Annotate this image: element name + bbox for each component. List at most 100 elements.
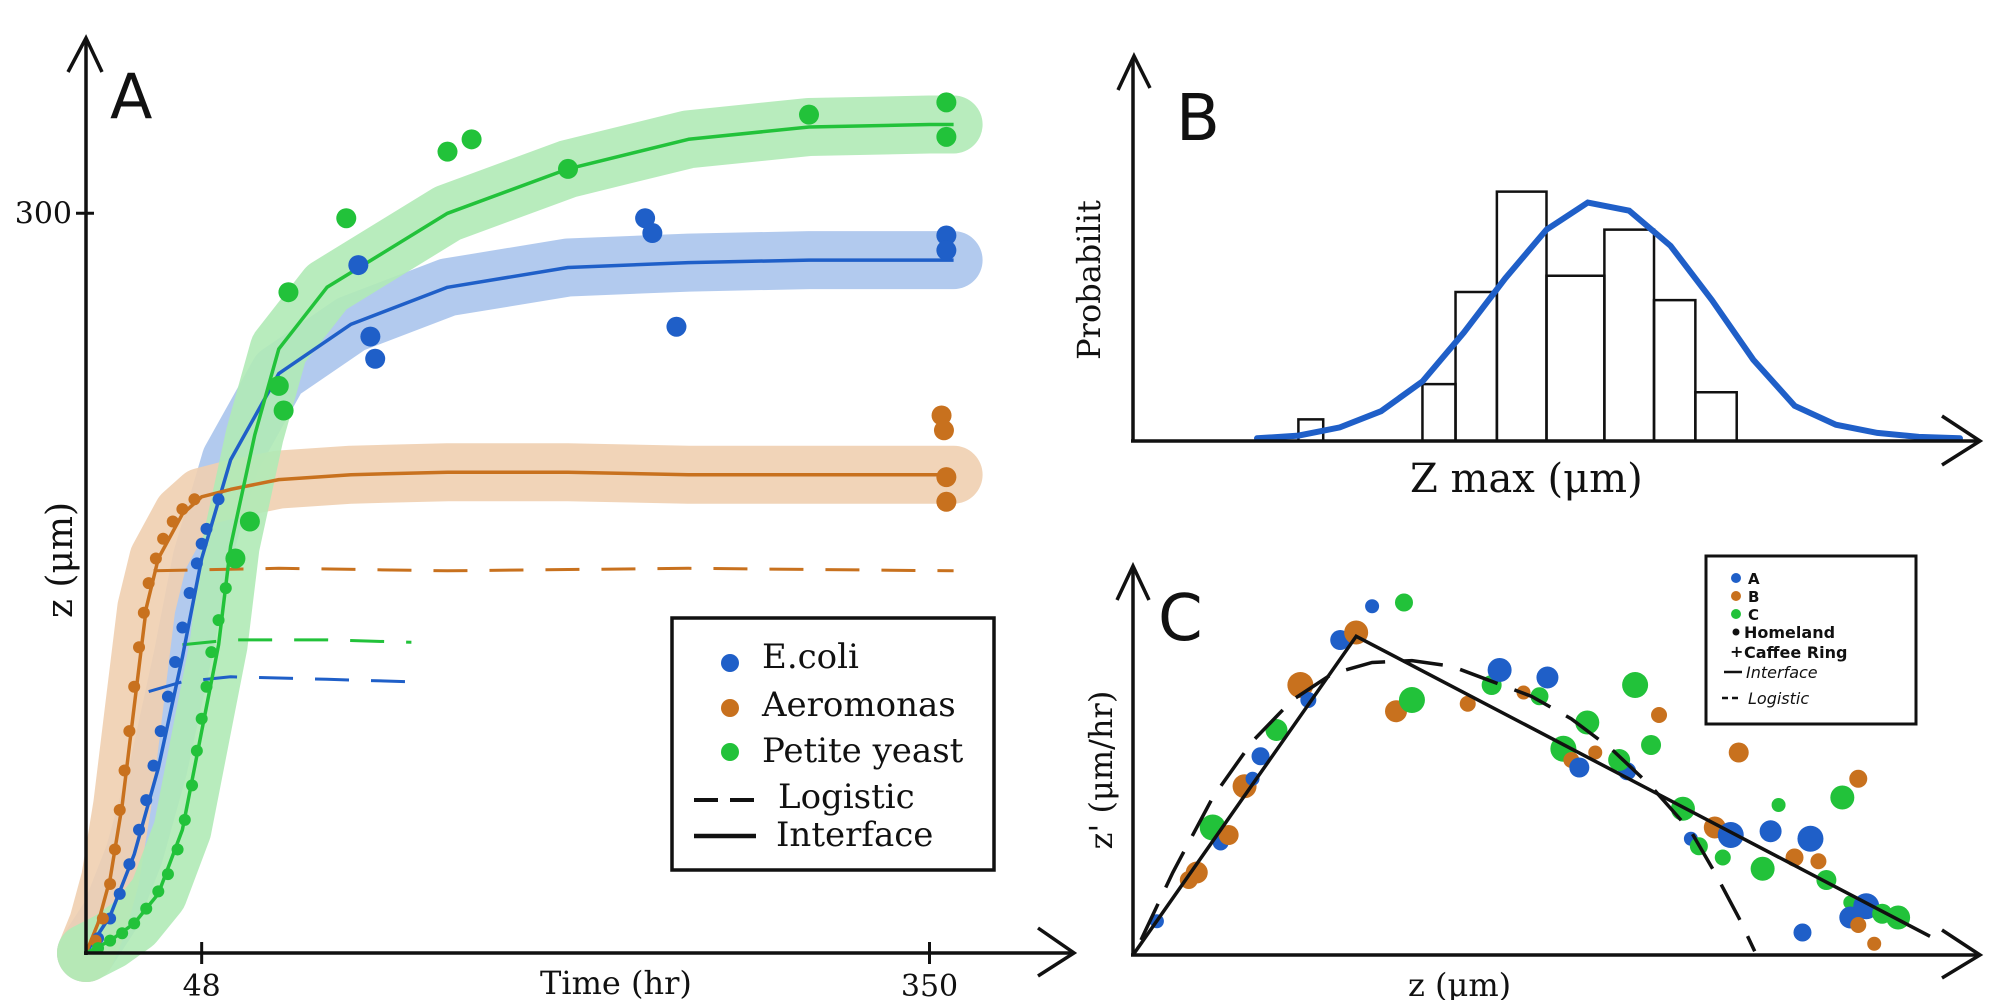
legend-interface-label: Interface bbox=[776, 815, 933, 855]
point-c-C-33 bbox=[1641, 735, 1662, 755]
legend-c-c-label: C bbox=[1748, 606, 1759, 624]
point-aeromonas-18 bbox=[936, 467, 957, 488]
point-c-A-26 bbox=[1569, 757, 1590, 778]
point-yeast-2 bbox=[116, 927, 129, 940]
point-aeromonas-19 bbox=[936, 491, 957, 512]
point-yeast-18 bbox=[268, 375, 289, 396]
panel-c-letter: C bbox=[1158, 582, 1203, 656]
point-c-A-14 bbox=[1365, 599, 1380, 614]
point-aeromonas-4 bbox=[113, 803, 126, 816]
point-c-C-48 bbox=[1830, 785, 1855, 810]
point-c-B-56 bbox=[1867, 936, 1882, 951]
histogram-bin-5 bbox=[1545, 274, 1606, 441]
panel-b-x-arrowhead bbox=[1941, 414, 1984, 467]
point-aeromonas-11 bbox=[149, 552, 162, 565]
point-c-B-46 bbox=[1810, 853, 1827, 870]
point-ecoli-4 bbox=[133, 823, 146, 836]
logistic-line-aeromonas bbox=[153, 566, 954, 573]
point-ecoli-21 bbox=[666, 316, 687, 337]
legend-logistic-label: Logistic bbox=[778, 777, 915, 817]
panel-c-xlabel: z (μm) bbox=[1408, 966, 1511, 1000]
panel-c-legend: A B C Homeland + Caffee Ring Interface L… bbox=[1704, 554, 1918, 726]
interface-line-yeast bbox=[85, 122, 954, 955]
point-aeromonas-16 bbox=[931, 405, 952, 426]
point-ecoli-6 bbox=[147, 759, 160, 772]
panel-a-y-arrowhead bbox=[66, 34, 104, 73]
point-aeromonas-7 bbox=[128, 680, 141, 693]
point-ecoli-12 bbox=[190, 557, 203, 570]
legend-c-a-label: A bbox=[1748, 570, 1760, 588]
point-c-B-53 bbox=[1850, 917, 1867, 933]
panel-a-ytick-label-0: 300 bbox=[15, 196, 72, 231]
point-c-C-15 bbox=[1394, 593, 1413, 612]
panel-a-x-arrowhead bbox=[1037, 926, 1078, 978]
point-yeast-14 bbox=[212, 614, 225, 627]
panel-c-y-arrowhead bbox=[1115, 561, 1151, 601]
point-yeast-7 bbox=[171, 843, 184, 856]
point-ecoli-13 bbox=[195, 537, 208, 550]
point-ecoli-2 bbox=[113, 887, 126, 900]
panel-c-interface-line bbox=[1131, 634, 1931, 957]
point-yeast-3 bbox=[128, 917, 141, 930]
point-ecoli-17 bbox=[360, 326, 381, 347]
point-yeast-8 bbox=[178, 813, 191, 826]
legend-c-logistic-label: Logistic bbox=[1748, 689, 1809, 708]
logistic-line-ecoli bbox=[148, 675, 412, 694]
legend-aeromonas-label: Aeromonas bbox=[761, 685, 956, 725]
point-c-B-2 bbox=[1185, 861, 1208, 884]
point-yeast-21 bbox=[336, 208, 357, 229]
point-ecoli-7 bbox=[154, 725, 167, 738]
point-c-C-39 bbox=[1714, 849, 1731, 866]
panel-c-x-arrowhead bbox=[1941, 928, 1984, 980]
point-ecoli-11 bbox=[183, 587, 196, 600]
point-ecoli-18 bbox=[365, 348, 386, 369]
legend-yeast-label: Petite yeast bbox=[762, 731, 964, 771]
point-ecoli-15 bbox=[212, 493, 225, 506]
point-yeast-26 bbox=[936, 92, 957, 113]
point-yeast-4 bbox=[140, 902, 153, 915]
panel-a-xtick-label-0: 48 bbox=[183, 969, 221, 1000]
point-c-B-28 bbox=[1588, 745, 1603, 760]
point-ecoli-9 bbox=[169, 656, 182, 669]
panel-a-ticks: 48 350 300 bbox=[15, 196, 958, 1000]
legend-homeland-label: Homeland bbox=[1744, 623, 1835, 642]
point-ecoli-3 bbox=[123, 858, 136, 871]
point-c-C-17 bbox=[1398, 687, 1425, 713]
point-ecoli-14 bbox=[200, 522, 213, 535]
legend-caffee-ring-symbol: + bbox=[1730, 642, 1743, 661]
legend-c-b-dot bbox=[1731, 591, 1741, 601]
point-yeast-6 bbox=[161, 868, 174, 881]
panel-a-xtick-label-1: 350 bbox=[901, 969, 958, 1000]
point-yeast-19 bbox=[273, 400, 294, 421]
panel-b-letter: B bbox=[1176, 82, 1220, 156]
panel-c: C z (μm) z' (μm/hr) A B C Homeland + Caf… bbox=[1082, 554, 1984, 1000]
panel-a-legend: E.coli Aeromonas Petite yeast Logistic I… bbox=[670, 616, 996, 872]
histogram-bin-4 bbox=[1495, 190, 1548, 441]
panel-b-ylabel: Probabilit bbox=[1070, 200, 1108, 360]
panel-c-legend-box bbox=[1704, 554, 1918, 726]
point-yeast-5 bbox=[152, 885, 165, 898]
point-aeromonas-2 bbox=[104, 877, 117, 890]
interface-line-aeromonas bbox=[84, 470, 954, 954]
panel-b-y-arrowhead bbox=[1116, 51, 1152, 91]
legend-homeland-dot bbox=[1732, 628, 1740, 636]
point-yeast-1 bbox=[104, 934, 117, 947]
point-c-C-22 bbox=[1530, 687, 1549, 706]
point-aeromonas-8 bbox=[133, 641, 146, 654]
point-aeromonas-9 bbox=[137, 606, 150, 619]
point-c-C-42 bbox=[1771, 798, 1786, 812]
point-ecoli-19 bbox=[635, 208, 656, 229]
point-ecoli-22 bbox=[936, 225, 957, 246]
point-ecoli-16 bbox=[348, 255, 369, 276]
point-c-A-8 bbox=[1251, 747, 1270, 766]
point-c-A-57 bbox=[1793, 923, 1812, 942]
point-aeromonas-6 bbox=[123, 725, 136, 738]
point-aeromonas-15 bbox=[188, 493, 201, 506]
point-ecoli-10 bbox=[176, 621, 189, 634]
point-ecoli-23 bbox=[936, 240, 957, 261]
point-aeromonas-13 bbox=[166, 515, 179, 528]
panel-b: B Z max (μm) Probabilit bbox=[1070, 51, 1984, 502]
point-aeromonas-17 bbox=[933, 420, 954, 441]
histogram-bin-2 bbox=[1421, 382, 1457, 441]
legend-yeast-dot bbox=[721, 743, 739, 761]
